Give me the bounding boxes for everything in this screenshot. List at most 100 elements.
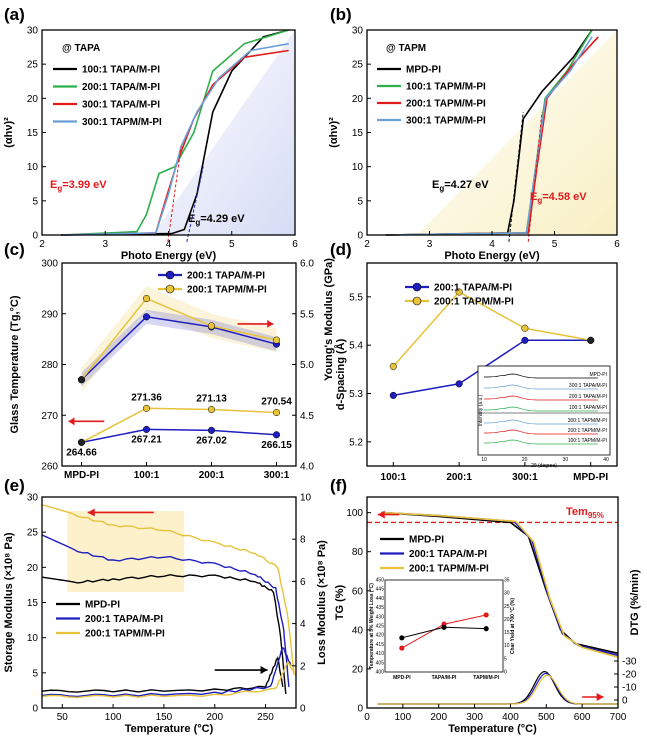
panel-f-inset-yright-tick-label: 20 — [504, 617, 510, 623]
panel-c-x-tick-label: 100:1 — [134, 470, 160, 481]
panel-b-x-tick-label: 2 — [364, 239, 370, 250]
panel-f-inset-char-point — [483, 626, 489, 632]
panel-c-modulus-point — [207, 322, 216, 330]
panel-e-arrowhead-red — [87, 508, 95, 517]
panel-f-xlabel: Temperature (°C) — [448, 723, 537, 735]
panel-b-eg-red: Eg=4.58 eV — [530, 191, 587, 205]
panel-f-x-tick-label: 100 — [395, 712, 412, 723]
panel-d-inset-x-tick-label: 10 — [481, 457, 487, 463]
panel-f-x-tick-label: 700 — [610, 712, 627, 723]
panel-b-x-tick-label: 3 — [427, 239, 433, 250]
panel-f-inset-yleft-tick-label: 425 — [376, 624, 385, 630]
panel-f-x-tick-label: 600 — [574, 712, 591, 723]
panel-b-x-tick-label: 6 — [614, 239, 620, 250]
panel-c-arrowhead-right — [267, 319, 274, 328]
panel-c-ylabel-right: Young's Modulus (GPa) — [323, 258, 335, 381]
panel-f-inset-yleft-tick-label: 430 — [376, 614, 385, 620]
panel-c-x-tick-label: 200:1 — [199, 470, 225, 481]
panel-e-yleft-tick-label: 25 — [27, 528, 39, 539]
panel-c-yright-tick-label: 5.0 — [300, 360, 314, 371]
panel-a-xlabel: Photo Energy (eV) — [121, 250, 217, 262]
panel-c-yleft-tick-label: 260 — [41, 462, 58, 473]
panel-d-inset-trace-label: 200:1 TAPM/M-PI — [568, 428, 607, 434]
panel-c-x-tick-label: MPD-PI — [64, 470, 99, 481]
panel-c-tg-line — [81, 428, 277, 444]
panel-c-legend-1-label: 200:1 TAPM/M-PI — [187, 285, 267, 296]
panel-b-series-line — [385, 36, 593, 236]
panel-f-yright-tick-label: -20 — [622, 670, 637, 681]
panel-f-inset-yleft-tick-label: 415 — [376, 642, 385, 648]
panel-e-yright-tick-label: 2 — [300, 661, 306, 672]
panel-a-y-tick-label: 0 — [32, 231, 38, 242]
panel-e-x-tick-label: 50 — [57, 712, 69, 723]
panel-f-inset-yleft-tick-label: 440 — [376, 596, 385, 602]
panel-a-label: (a) — [4, 5, 25, 24]
panel-c-tg-point — [77, 438, 86, 446]
panel-b-legend-3-label: 300:1 TAPM/M-PI — [406, 116, 486, 127]
panel-a-legend-2-label: 300:1 TAPA/M-PI — [82, 100, 160, 111]
panel-f-yleft-tick-label: 100 — [346, 508, 363, 519]
panel-f-yleft-tick-label: 40 — [352, 625, 364, 636]
panel-e-highlight — [67, 511, 185, 592]
panel-e-arrowhead-black — [260, 666, 268, 675]
panel-c-arrowhead-left — [68, 417, 75, 426]
panel-f-legend-1-label: 200:1 TAPA/M-PI — [409, 549, 487, 560]
panel-d-inset-xlabel: 2θ (degree) — [531, 463, 557, 469]
panel-c-legend-1-marker — [165, 284, 175, 294]
panel-b-y-tick-label: 15 — [352, 128, 364, 139]
panel-f-inset-x-tick-label: MPD-PI — [393, 675, 411, 681]
panel-d-y-tick-label: 5.4 — [349, 341, 363, 352]
panel-d-series-line — [393, 339, 591, 397]
panel-f-inset-temp-point — [483, 612, 489, 618]
panel-d-point — [455, 380, 463, 388]
panel-b-xlabel: Photo Energy (eV) — [444, 250, 540, 262]
panel-c-yright-tick-label: 5.5 — [300, 309, 314, 320]
panel-d-ylabel: d-Spacing (Å) — [334, 338, 347, 410]
panel-b-x-tick-label: 5 — [552, 239, 558, 250]
panel-f-arrowhead-right — [596, 693, 604, 701]
panel-a-eg-black: Eg=4.29 eV — [188, 213, 245, 227]
panel-f-yright-tick-label: 0 — [622, 696, 628, 707]
panel-d-inset-x-tick-label: 40 — [603, 457, 609, 463]
panel-e-xlabel: Temperature (°C) — [125, 723, 214, 735]
panel-a-tangent-red — [167, 146, 182, 242]
panel-a-y-tick-label: 20 — [27, 94, 39, 105]
panel-e-loss-line — [41, 656, 284, 693]
panel-b-y-tick-label: 5 — [357, 196, 363, 207]
panel-d-x-tick-label: 300:1 — [512, 472, 538, 483]
panel-a-legend-1-label: 200:1 TAPA/M-PI — [82, 82, 160, 93]
panel-e-x-tick-label: 200 — [206, 712, 223, 723]
panel-c-yleft-tick-label: 270 — [41, 411, 58, 422]
panel-e-yleft-tick-label: 30 — [27, 493, 39, 504]
panel-f-inset-ylabel-right: Char Yield at 700 °C (%) — [510, 598, 516, 655]
panel-c-modulus-point — [272, 336, 281, 344]
panel-e-yright-tick-label: 10 — [300, 493, 312, 504]
panel-e-storage-line — [41, 573, 287, 694]
panel-d-inset-trace — [484, 439, 598, 445]
panel-d-y-tick-label: 5.2 — [349, 437, 363, 448]
panel-d-inset-trace-label: 100:1 TAPA/M-PI — [569, 405, 607, 411]
panel-c-tg-line — [81, 407, 277, 444]
panel-c-tg-point — [272, 431, 281, 439]
panel-a-x-tick-label: 4 — [166, 239, 172, 250]
panel-b-tangent-black — [508, 111, 524, 242]
panel-a-ylabel: (αhν)² — [3, 117, 15, 148]
panel-c-yright-tick-label: 4.5 — [300, 411, 314, 422]
panel-b-shade — [417, 30, 617, 235]
panel-c-legend-0-marker — [165, 270, 175, 280]
panel-c-value-label: 267.21 — [131, 434, 162, 445]
panel-f-inset-yright-tick-label: 15 — [504, 630, 510, 636]
panel-f-inset-x-tick-label: TAPM/M-PI — [473, 675, 499, 681]
panel-b-tangent-red — [527, 111, 543, 242]
panel-f-inset-yleft-tick-label: 445 — [376, 587, 385, 593]
panel-d-inset-frame — [477, 365, 611, 456]
panel-f-inset-yright-tick-label: 30 — [504, 591, 510, 597]
panel-e-yright-tick-label: 8 — [300, 535, 306, 546]
panel-f-frame — [366, 496, 619, 709]
panel-c-value-label: 270.54 — [261, 397, 292, 408]
panel-f-inset-yright-tick-label: 35 — [504, 578, 510, 584]
panel-f-threshold-label: Tem95% — [566, 506, 604, 520]
panel-f-yleft-tick-label: 20 — [352, 664, 364, 675]
panel-f-yright-tick-label: -10 — [622, 683, 637, 694]
panel-a-legend-0-label: 100:1 TAPA/M-PI — [82, 65, 160, 76]
